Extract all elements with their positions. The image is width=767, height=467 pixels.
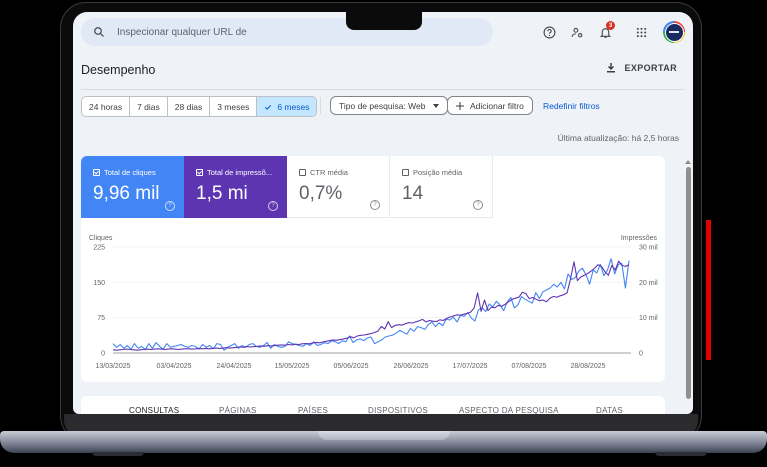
metric-avg-position[interactable]: Posição média 14 ?: [390, 156, 493, 218]
tab-países[interactable]: PAÍSES: [298, 406, 329, 414]
date-range-24h[interactable]: 24 horas: [82, 97, 131, 116]
date-range-6m[interactable]: 6 meses: [257, 97, 317, 116]
svg-text:28/08/2025: 28/08/2025: [570, 363, 605, 370]
plus-icon: [456, 101, 464, 110]
svg-text:24/04/2025: 24/04/2025: [216, 363, 251, 370]
help-icon[interactable]: ?: [268, 201, 278, 211]
frame-artifact: [706, 220, 711, 360]
apps-button[interactable]: [627, 18, 655, 46]
scrollbar-thumb[interactable]: [685, 167, 691, 399]
camera-notch: [346, 12, 422, 30]
line-chart-svg: Cliques Impressões 0 75 150 225 0 10 mil 20 mil 3…: [89, 235, 658, 370]
svg-text:03/04/2025: 03/04/2025: [156, 363, 191, 370]
search-icon: [94, 27, 104, 37]
svg-text:10 mil: 10 mil: [639, 315, 658, 322]
svg-text:15/05/2025: 15/05/2025: [274, 363, 309, 370]
reset-filters-link[interactable]: Redefinir filtros: [543, 101, 600, 111]
filter-separator: [320, 97, 321, 114]
performance-card: Total de cliques 9,96 mil ? Total de imp…: [81, 156, 665, 382]
page-title: Desempenho: [81, 63, 156, 77]
scroll-up-arrow-icon[interactable]: [685, 160, 691, 164]
svg-text:0: 0: [639, 351, 643, 358]
metric-avg-ctr[interactable]: CTR média 0,7% ?: [287, 156, 390, 218]
laptop-base: [0, 431, 767, 453]
svg-text:20 mil: 20 mil: [639, 280, 658, 287]
tab-aspecto-da-pesquisa[interactable]: ASPECTO DA PESQUISA: [459, 406, 559, 414]
checkbox-icon: [196, 169, 203, 176]
svg-text:Impressões: Impressões: [621, 235, 658, 242]
checkbox-icon: [299, 169, 306, 176]
svg-text:05/06/2025: 05/06/2025: [333, 363, 368, 370]
tab-consultas[interactable]: CONSULTAS: [129, 406, 180, 414]
svg-text:225: 225: [93, 245, 105, 252]
metric-value: 1,5 mi: [196, 183, 248, 204]
search-type-dropdown[interactable]: Tipo de pesquisa: Web: [330, 96, 449, 115]
dimension-tabs-card: CONSULTAS PÁGINAS PAÍSES DISPOSITIVOS ASPECT…: [81, 396, 665, 414]
checkbox-icon: [93, 169, 100, 176]
svg-text:Cliques: Cliques: [89, 235, 113, 242]
apps-grid-icon: [636, 27, 646, 37]
date-range-7d[interactable]: 7 dias: [130, 97, 168, 116]
svg-text:30 mil: 30 mil: [639, 245, 658, 252]
top-actions: 3: [535, 18, 685, 46]
metric-total-impressions[interactable]: Total de impressõ... 1,5 mi ?: [184, 156, 287, 218]
help-icon[interactable]: ?: [370, 200, 380, 210]
metric-value: 9,96 mil: [93, 183, 160, 204]
manage-users-icon: [571, 27, 582, 37]
manage-users-button[interactable]: [563, 18, 591, 46]
help-icon: [543, 26, 555, 38]
header-divider: [81, 89, 685, 90]
metric-value: 0,7%: [299, 183, 343, 204]
export-label: EXPORTAR: [624, 62, 677, 73]
help-icon[interactable]: ?: [165, 201, 175, 211]
date-range-3m[interactable]: 3 meses: [210, 97, 258, 116]
add-filter-button[interactable]: Adicionar filtro: [447, 96, 533, 115]
last-updated-text: Última atualização: há 2,5 horas: [557, 133, 679, 143]
tab-páginas[interactable]: PÁGINAS: [219, 406, 257, 414]
svg-text:75: 75: [97, 315, 105, 322]
svg-text:13/03/2025: 13/03/2025: [95, 363, 130, 370]
notifications-button[interactable]: 3: [591, 18, 619, 46]
export-button[interactable]: EXPORTAR: [606, 62, 677, 73]
laptop-opening-notch: [318, 431, 450, 440]
svg-text:0: 0: [101, 351, 105, 358]
checkbox-icon: [402, 169, 409, 176]
date-range-28d[interactable]: 28 dias: [168, 97, 211, 116]
date-range-selector: 24 horas 7 dias 28 dias 3 meses 6 meses: [81, 96, 318, 117]
laptop-foot-right: [655, 452, 707, 456]
svg-text:26/06/2025: 26/06/2025: [393, 363, 428, 370]
download-icon: [607, 63, 616, 73]
svg-text:17/07/2025: 17/07/2025: [452, 363, 487, 370]
performance-chart[interactable]: Cliques Impressões 0 75 150 225 0 10 mil 20 mil 3…: [81, 228, 665, 378]
help-button[interactable]: [535, 18, 563, 46]
svg-text:150: 150: [93, 280, 105, 287]
notification-badge: 3: [606, 21, 615, 30]
metric-total-clicks[interactable]: Total de cliques 9,96 mil ?: [81, 156, 184, 218]
browser-screen: 3 Desempenho EXPORTAR 24 horas 7 dias 28…: [73, 12, 693, 414]
account-avatar[interactable]: [663, 21, 685, 43]
laptop-foot-left: [92, 452, 144, 456]
svg-text:07/08/2025: 07/08/2025: [511, 363, 546, 370]
help-icon[interactable]: ?: [473, 200, 483, 210]
check-icon: [265, 104, 272, 110]
url-inspection-search[interactable]: [81, 18, 493, 46]
tab-datas[interactable]: DATAS: [596, 406, 623, 414]
page-scrollbar[interactable]: [685, 160, 691, 408]
dropdown-arrow-icon: [433, 103, 440, 108]
tab-dispositivos[interactable]: DISPOSITIVOS: [368, 406, 429, 414]
metric-value: 14: [402, 183, 424, 204]
